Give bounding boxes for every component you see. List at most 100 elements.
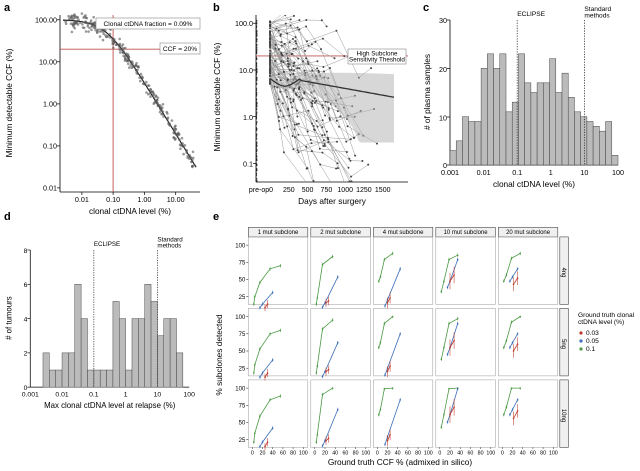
- svg-text:Sensitivity Theshold: Sensitivity Theshold: [349, 56, 405, 63]
- svg-text:8: 8: [24, 248, 28, 255]
- svg-text:60: 60: [342, 450, 348, 456]
- svg-text:10.0: 10.0: [239, 66, 253, 75]
- svg-text:1.0: 1.0: [243, 113, 253, 122]
- svg-text:80: 80: [540, 450, 546, 456]
- svg-text:100: 100: [549, 450, 558, 456]
- svg-text:25: 25: [239, 438, 246, 444]
- svg-text:4 mut subclone: 4 mut subclone: [383, 230, 424, 236]
- svg-text:25: 25: [239, 295, 246, 301]
- svg-text:40: 40: [332, 450, 338, 456]
- svg-text:100: 100: [235, 315, 246, 321]
- svg-text:0.03: 0.03: [586, 330, 599, 337]
- svg-text:ECLIPSE: ECLIPSE: [94, 241, 120, 248]
- svg-text:40: 40: [395, 450, 401, 456]
- svg-text:0.1: 0.1: [512, 168, 522, 177]
- svg-text:20: 20: [510, 450, 516, 456]
- svg-text:Minimum detectable CCF (%): Minimum detectable CCF (%): [212, 42, 222, 151]
- svg-text:100.0: 100.0: [235, 19, 253, 28]
- svg-text:250: 250: [283, 187, 295, 194]
- svg-text:80: 80: [478, 450, 484, 456]
- svg-text:% subclones detected: % subclones detected: [214, 314, 224, 396]
- svg-text:20: 20: [447, 450, 453, 456]
- svg-text:60: 60: [467, 450, 473, 456]
- svg-text:methods: methods: [157, 243, 181, 250]
- svg-text:0: 0: [251, 450, 254, 456]
- svg-text:60: 60: [280, 450, 286, 456]
- svg-text:10: 10: [154, 392, 162, 399]
- svg-text:100: 100: [424, 450, 433, 456]
- svg-text:100: 100: [361, 450, 370, 456]
- svg-text:20 mut subclone: 20 mut subclone: [506, 230, 551, 236]
- svg-text:Days after surgery: Days after surgery: [298, 196, 367, 206]
- svg-text:100: 100: [235, 243, 246, 249]
- svg-text:0.10: 0.10: [43, 142, 57, 151]
- svg-text:0: 0: [313, 450, 316, 456]
- svg-text:1250: 1250: [356, 187, 372, 194]
- svg-text:60: 60: [530, 450, 536, 456]
- svg-text:40: 40: [520, 450, 526, 456]
- svg-text:0.1: 0.1: [243, 160, 253, 169]
- svg-text:100.00: 100.00: [35, 16, 57, 25]
- svg-text:20: 20: [385, 450, 391, 456]
- svg-text:0.001: 0.001: [441, 168, 459, 177]
- svg-text:0.10: 0.10: [106, 195, 120, 204]
- svg-text:1: 1: [124, 392, 128, 399]
- svg-text:Ground truth clonal: Ground truth clonal: [578, 312, 635, 319]
- svg-text:0.01: 0.01: [75, 195, 89, 204]
- svg-text:20: 20: [322, 450, 328, 456]
- svg-text:0: 0: [438, 450, 441, 456]
- svg-text:80: 80: [290, 450, 296, 456]
- svg-text:clonal ctDNA level (%): clonal ctDNA level (%): [89, 206, 171, 216]
- svg-text:750: 750: [321, 187, 333, 194]
- svg-text:500: 500: [302, 187, 314, 194]
- svg-text:75: 75: [239, 332, 246, 338]
- svg-text:80: 80: [353, 450, 359, 456]
- svg-text:50: 50: [239, 349, 246, 355]
- svg-text:20: 20: [439, 65, 447, 74]
- svg-text:10: 10: [439, 114, 447, 123]
- svg-text:# of plasma samples: # of plasma samples: [422, 54, 432, 130]
- svg-text:1500: 1500: [375, 187, 391, 194]
- svg-text:0.01: 0.01: [43, 184, 57, 193]
- svg-text:Minimum detectable CCF (%): Minimum detectable CCF (%): [4, 48, 14, 157]
- svg-text:10 mut subclone: 10 mut subclone: [444, 230, 489, 236]
- svg-text:80: 80: [415, 450, 421, 456]
- svg-text:clonal ctDNA level (%): clonal ctDNA level (%): [493, 179, 575, 189]
- svg-text:40: 40: [457, 450, 463, 456]
- svg-text:100: 100: [299, 450, 308, 456]
- svg-text:4: 4: [24, 316, 28, 323]
- svg-text:1.00: 1.00: [43, 100, 57, 109]
- svg-text:50: 50: [239, 421, 246, 427]
- svg-text:0: 0: [376, 450, 379, 456]
- svg-text:75: 75: [239, 261, 246, 267]
- svg-text:20: 20: [260, 450, 266, 456]
- svg-text:25: 25: [239, 366, 246, 372]
- svg-text:1 mut subclone: 1 mut subclone: [258, 230, 299, 236]
- svg-text:pre-op0: pre-op0: [249, 187, 273, 194]
- svg-text:10.00: 10.00: [39, 58, 57, 67]
- svg-text:75: 75: [239, 404, 246, 410]
- svg-text:100: 100: [184, 392, 196, 399]
- svg-text:40: 40: [270, 450, 276, 456]
- svg-text:10: 10: [580, 168, 588, 177]
- svg-text:60: 60: [405, 450, 411, 456]
- svg-text:0.1: 0.1: [586, 346, 595, 353]
- svg-text:50: 50: [239, 278, 246, 284]
- svg-text:100: 100: [235, 386, 246, 392]
- svg-text:2 mut subclone: 2 mut subclone: [320, 230, 361, 236]
- svg-text:4ng: 4ng: [560, 267, 566, 277]
- svg-text:30: 30: [439, 16, 447, 25]
- svg-text:2: 2: [24, 351, 28, 358]
- svg-text:0.001: 0.001: [22, 392, 39, 399]
- svg-text:methods: methods: [584, 13, 610, 20]
- svg-text:6: 6: [24, 282, 28, 289]
- svg-text:100: 100: [612, 168, 624, 177]
- svg-text:Clonal ctDNA fraction = 0.09%: Clonal ctDNA fraction = 0.09%: [104, 21, 193, 28]
- svg-text:Ground truth CCF % (admixed in: Ground truth CCF % (admixed in silico): [328, 457, 473, 467]
- svg-text:0: 0: [501, 450, 504, 456]
- svg-text:1000: 1000: [337, 187, 353, 194]
- svg-text:0.05: 0.05: [586, 338, 599, 345]
- svg-text:0.01: 0.01: [477, 168, 491, 177]
- svg-text:0.01: 0.01: [55, 392, 68, 399]
- svg-text:10.00: 10.00: [167, 195, 185, 204]
